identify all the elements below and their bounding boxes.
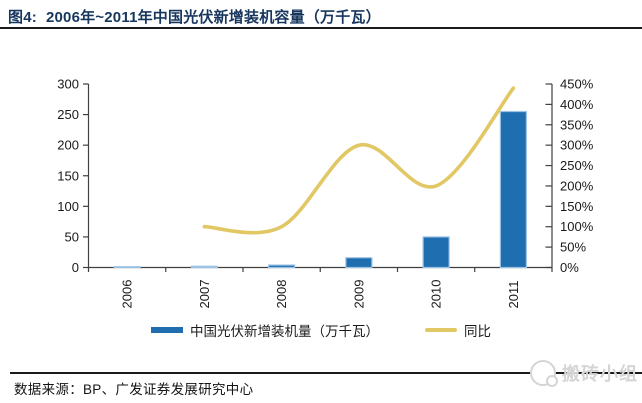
right-axis-tick-label: 350% xyxy=(560,117,594,132)
right-axis-tick-label: 400% xyxy=(560,97,594,112)
right-axis-tick-label: 200% xyxy=(560,178,594,193)
watermark-logo-icon xyxy=(530,360,558,387)
title-divider-line xyxy=(0,27,642,30)
right-axis-tick-label: 50% xyxy=(560,240,586,255)
x-axis-category-label: 2006 xyxy=(120,280,135,309)
x-axis-category-label: 2010 xyxy=(429,280,444,309)
figure-title: 图4: 2006年~2011年中国光伏新增装机容量（万千瓦） xyxy=(8,6,634,27)
watermark: 搬砖小组 xyxy=(530,357,638,389)
right-axis-tick-label: 250% xyxy=(560,158,594,173)
footer-divider-line xyxy=(10,372,642,374)
right-axis-tick-label: 100% xyxy=(560,219,594,234)
watermark-text: 搬砖小组 xyxy=(562,364,638,384)
bar-2008 xyxy=(268,264,296,269)
figure-number-label: 图4: xyxy=(8,9,37,26)
legend-line-swatch xyxy=(425,328,457,332)
bar-2009 xyxy=(345,257,373,269)
axis-lines xyxy=(87,84,553,269)
right-axis-tick-label: 150% xyxy=(560,199,594,214)
bar-2011 xyxy=(499,110,527,269)
right-axis-tick-label: 300% xyxy=(560,138,594,153)
bar-2007 xyxy=(190,265,218,269)
chart-legend: 中国光伏新增装机量（万千瓦） 同比 xyxy=(0,320,642,340)
yoy-growth-line xyxy=(202,86,516,235)
x-axis-category-label: 2008 xyxy=(274,280,289,309)
combo-chart: 0 50 100 150 200 250 300 0% 50% 100% 150% 200% 250% 3… xyxy=(57,77,594,309)
right-axis-tick-label: 0% xyxy=(560,260,579,275)
x-axis-category-label: 2011 xyxy=(506,281,521,309)
legend-item-installed-capacity: 中国光伏新增装机量（万千瓦） xyxy=(151,320,379,340)
right-axis-tick-label: 450% xyxy=(560,77,594,92)
left-axis-tick-label: 300 xyxy=(57,77,79,92)
left-axis-tick-label: 150 xyxy=(57,168,79,183)
x-axis-category-label: 2009 xyxy=(351,280,366,309)
data-source-note: 数据来源：BP、广发证券发展研究中心 xyxy=(14,382,254,397)
left-axis-tick-label: 0 xyxy=(72,260,79,275)
left-axis-tick-label: 250 xyxy=(57,107,79,122)
bar-2010 xyxy=(422,236,450,269)
legend-bar-label: 中国光伏新增装机量（万千瓦） xyxy=(190,324,379,339)
bar-2006 xyxy=(113,266,141,269)
x-axis-category-label: 2007 xyxy=(197,280,212,309)
figure-title-text: 2006年~2011年中国光伏新增装机容量（万千瓦） xyxy=(45,9,381,26)
legend-item-yoy: 同比 xyxy=(425,320,491,340)
left-axis-tick-label: 200 xyxy=(57,138,79,153)
legend-bar-swatch xyxy=(151,327,183,333)
left-axis-tick-label: 50 xyxy=(65,229,79,244)
left-axis-tick-label: 100 xyxy=(57,199,79,214)
legend-line-label: 同比 xyxy=(464,324,491,339)
